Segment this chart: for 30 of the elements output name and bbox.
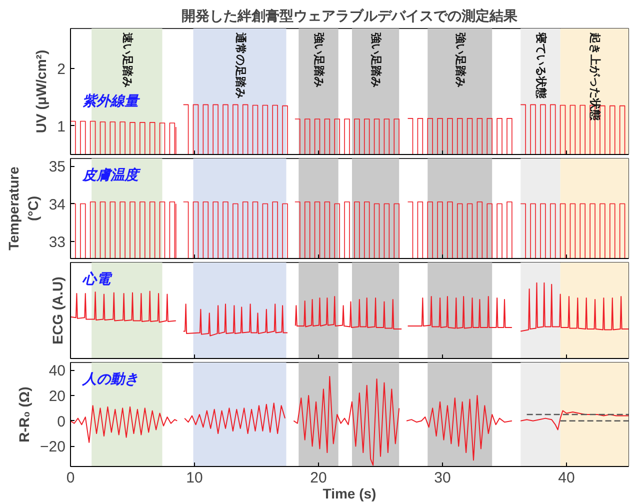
- band-label: 起き上がった状態: [588, 32, 602, 122]
- x-tick-label: 10: [186, 470, 203, 486]
- y-tick-label: 1: [57, 118, 66, 136]
- x-tick-label: 40: [558, 470, 575, 486]
- y-axis-title: R-R₀ (Ω): [16, 386, 32, 442]
- annotation: 心電: [82, 270, 112, 286]
- band-label: 強い足踏み: [454, 32, 467, 88]
- y-tick-label: 2: [57, 61, 66, 78]
- annotation: 皮膚温度: [82, 166, 142, 182]
- y-axis-title: Temperature (°C): [6, 166, 41, 250]
- annotation: 人の動き: [82, 370, 138, 386]
- y-tick-label: 40: [48, 362, 66, 380]
- band-label: 強い足踏み: [312, 32, 326, 88]
- y-axis-title: UV (μW/cm²): [33, 50, 50, 134]
- y-tick-label: 0: [57, 413, 66, 430]
- x-axis-title: Time (s): [322, 486, 376, 502]
- band-label: 速い足踏み: [120, 32, 134, 88]
- y-tick-label: −20: [40, 438, 66, 456]
- x-tick-label: 30: [434, 470, 451, 486]
- annotation: 紫外線量: [82, 92, 140, 108]
- band-label: 寝ている状態: [534, 32, 548, 100]
- y-axis-title: ECG (A.U): [50, 276, 66, 344]
- chart-title: 開発した絆創膏型ウェアラブルデバイスでの測定結果: [182, 8, 518, 24]
- band-label: 強い足踏み: [370, 32, 383, 88]
- y-tick-label: 35: [48, 158, 66, 176]
- x-tick-label: 20: [310, 470, 327, 486]
- y-tick-label: 33: [48, 234, 66, 252]
- y-tick-label: 34: [48, 196, 66, 214]
- y-tick-label: 20: [48, 388, 66, 405]
- band-label: 通常の足踏み: [234, 32, 247, 98]
